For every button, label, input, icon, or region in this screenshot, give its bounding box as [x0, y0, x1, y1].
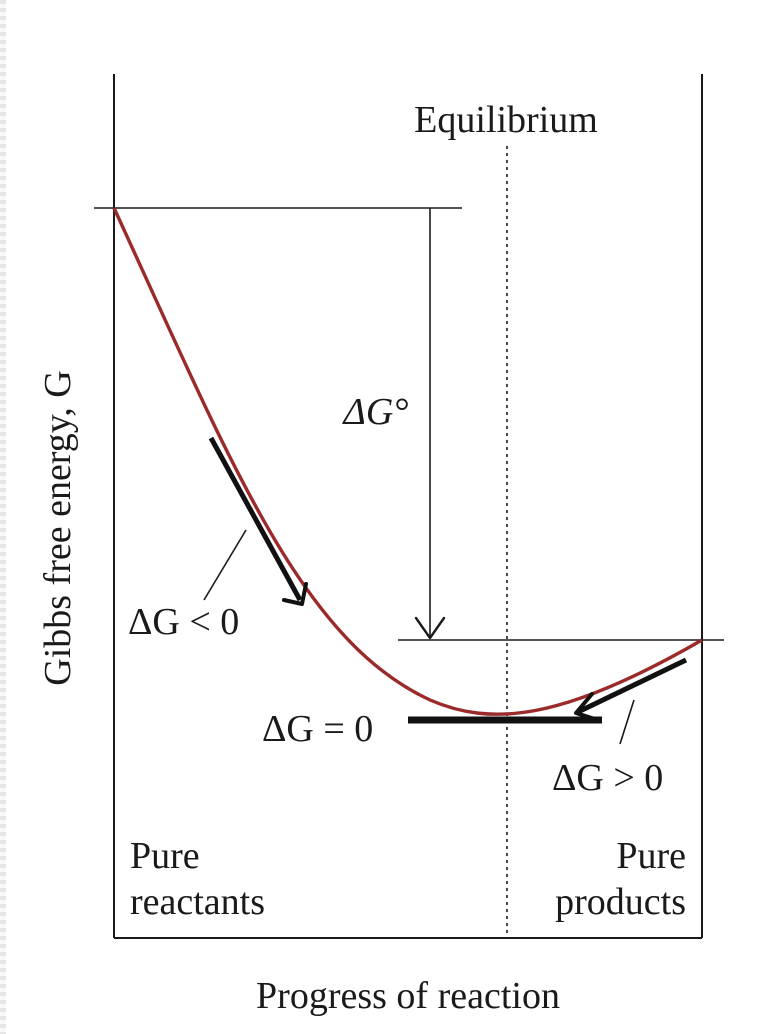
- positive-slope-tangent: [576, 657, 688, 715]
- negative-slope-tangent: [208, 436, 303, 602]
- x-axis-label: Progress of reaction: [256, 975, 560, 1017]
- negative-slope-leader: [203, 529, 247, 601]
- page-edge: [0, 0, 6, 1034]
- delta-g-standard-arrowhead: [414, 616, 446, 640]
- delta-g-positive-label: ΔG > 0: [552, 757, 663, 799]
- gibbs-energy-curve: [112, 207, 703, 716]
- pure-reactants-label-line1: Pure: [130, 835, 200, 877]
- delta-g-standard-label: ΔG°: [342, 391, 409, 433]
- positive-slope-leader: [619, 699, 635, 745]
- equilibrium-label: Equilibrium: [414, 99, 598, 141]
- y-axis-label: Gibbs free energy, G: [37, 370, 79, 686]
- delta-g-zero-label: ΔG = 0: [262, 708, 373, 750]
- pure-products-label-line1: Pure: [616, 835, 686, 877]
- negative-slope-arrowhead: [282, 582, 308, 606]
- positive-slope-arrowhead: [574, 692, 600, 722]
- pure-reactants-label-line2: reactants: [130, 881, 265, 923]
- pure-products-label-line2: products: [555, 881, 686, 923]
- delta-g-negative-label: ΔG < 0: [128, 601, 239, 643]
